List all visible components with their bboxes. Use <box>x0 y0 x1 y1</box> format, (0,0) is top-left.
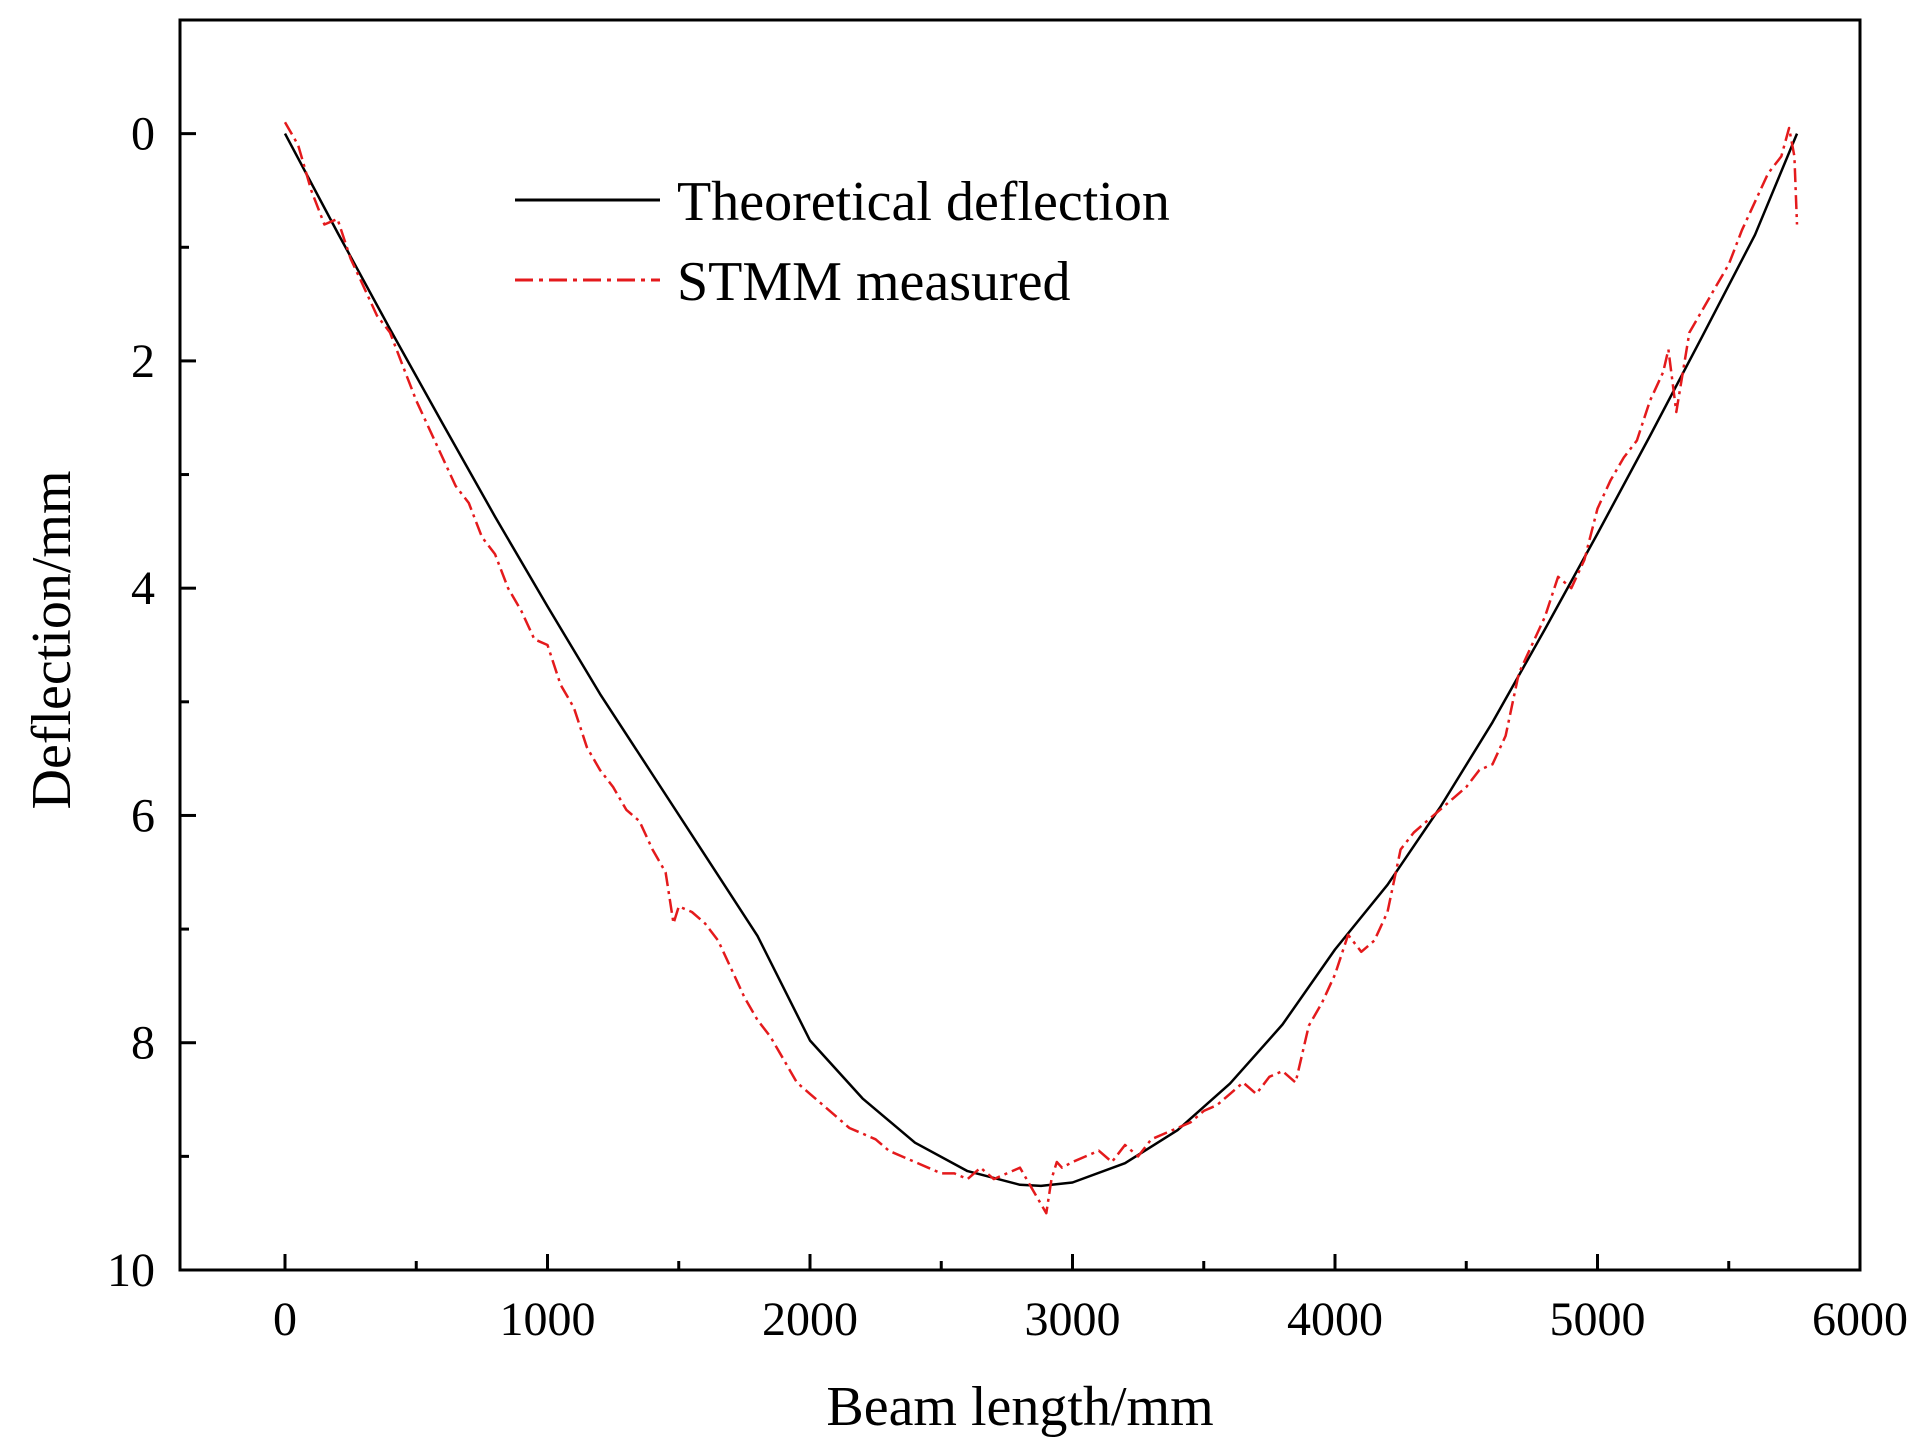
y-axis-title: Deflection/mm <box>21 470 83 809</box>
series-theoretical-line <box>283 133 1799 1188</box>
x-tick-label: 3000 <box>1025 1293 1121 1346</box>
legend-label-stmm: STMM measured <box>677 251 1071 313</box>
x-tick-label: 5000 <box>1550 1293 1646 1346</box>
plot-frame <box>178 18 1862 1272</box>
x-axis-title: Beam length/mm <box>826 1376 1213 1438</box>
x-tick-label: 0 <box>273 1293 297 1346</box>
x-tick-label: 4000 <box>1287 1293 1383 1346</box>
y-tick-label: 4 <box>131 562 155 615</box>
legend-label-theoretical: Theoretical deflection <box>677 171 1170 233</box>
y-tick-label: 10 <box>107 1244 155 1297</box>
plot-border <box>178 18 1862 1272</box>
x-axis-ticks: 0 1000 2000 3000 4000 5000 6000 <box>273 1254 1908 1346</box>
y-tick-label: 8 <box>131 1017 155 1070</box>
y-tick-label: 0 <box>131 108 155 161</box>
x-tick-label: 2000 <box>762 1293 858 1346</box>
y-axis-ticks: 0 2 4 6 8 10 <box>107 108 196 1297</box>
y-tick-label: 6 <box>131 789 155 842</box>
y-tick-label: 2 <box>131 335 155 388</box>
series-layer <box>283 121 1799 1215</box>
legend: Theoretical deflection STMM measured <box>515 171 1170 313</box>
x-tick-label: 1000 <box>500 1293 596 1346</box>
x-tick-label: 6000 <box>1812 1293 1908 1346</box>
